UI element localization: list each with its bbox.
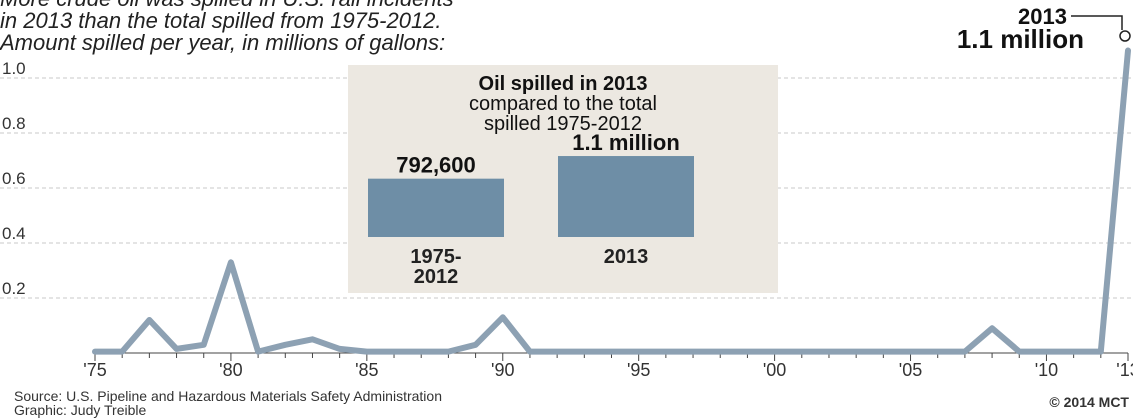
y-axis-tick-labels: 1.0 0.8 0.6 0.4 0.2: [2, 59, 26, 298]
graphic-credit: Graphic: Judy Treible: [14, 402, 147, 418]
inset-subtitle-line-1: compared to the total: [469, 93, 657, 115]
callout-leader-line: [1071, 15, 1123, 30]
y-tick-label: 0.4: [2, 224, 26, 243]
y-tick-label: 0.8: [2, 114, 26, 133]
source-note: Source: U.S. Pipeline and Hazardous Mate…: [14, 388, 442, 404]
x-tick-label: '75: [83, 360, 106, 380]
series-line: [92, 47, 1131, 355]
header-line-2: in 2013 than the total spilled from 1975…: [0, 8, 442, 33]
inset-subtitle-line-2: spilled 1975-2012: [484, 113, 642, 135]
x-tick-label: '85: [355, 360, 378, 380]
peak-callout: 2013 1.1 million: [957, 4, 1131, 54]
inset-bar-chart: 792,600 1975-2012 1.1 million 2013: [368, 130, 694, 288]
x-axis: '75 '80 '85 '90 '95 '00 '05 '10 '13: [83, 352, 1133, 380]
inset-category-label: 2012: [414, 266, 459, 288]
x-tick-label: '95: [627, 360, 650, 380]
x-tick-label: '80: [219, 360, 242, 380]
inset-category-label: 2013: [604, 246, 649, 268]
inset-bar-2: [558, 156, 694, 237]
callout-value-label: 1.1 million: [957, 24, 1084, 54]
y-tick-label: 0.2: [2, 279, 26, 298]
inset-title: Oil spilled in 2013: [478, 73, 648, 95]
x-tick-label: '10: [1035, 360, 1058, 380]
x-tick-label: '00: [763, 360, 786, 380]
x-tick-label: '90: [491, 360, 514, 380]
inset-bar-1: [368, 178, 504, 237]
copyright-note: © 2014 MCT: [1049, 394, 1129, 410]
y-tick-label: 1.0: [2, 59, 26, 78]
header-line-1: More crude oil was spilled in U.S. rail …: [0, 0, 454, 11]
x-tick-label: '05: [899, 360, 922, 380]
callout-year-label: 2013: [1018, 4, 1067, 29]
inset-category-label: 1975-: [410, 246, 461, 268]
inset-bar-value-label: 792,600: [396, 153, 476, 178]
header-line-3: Amount spilled per year, in millions of …: [0, 30, 446, 55]
x-tick-label: '13: [1116, 360, 1133, 380]
inset-bar-value-label: 1.1 million: [572, 130, 680, 155]
callout-marker: [1119, 30, 1131, 42]
y-tick-label: 0.6: [2, 169, 26, 188]
inset-comparison-panel: 792,600 1975- 2012 1.1 million 2013 Oil spil…: [348, 65, 778, 293]
